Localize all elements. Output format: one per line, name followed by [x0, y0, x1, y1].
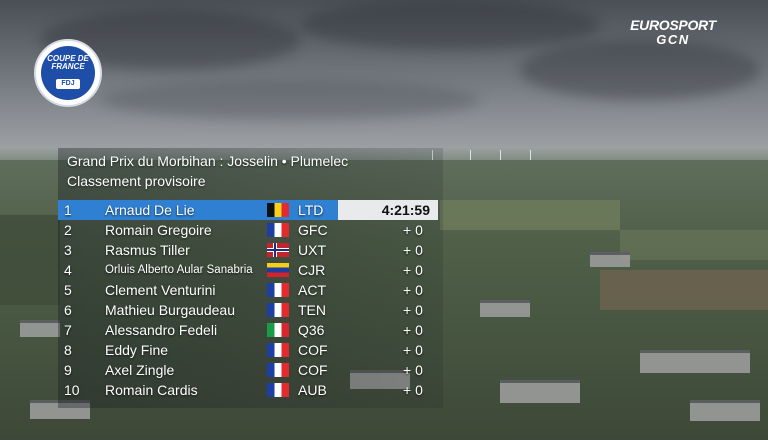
time-gap: + 0 [403, 342, 423, 358]
italy-flag-icon [267, 323, 289, 337]
time-gap: + 0 [403, 322, 423, 338]
team-code: CJR [298, 262, 326, 278]
france-flag-icon [267, 303, 289, 317]
standings-row: 3 Rasmus Tiller UXT + 0 [58, 240, 438, 260]
rank: 9 [64, 362, 72, 378]
brand-line2: GCN [656, 32, 690, 47]
cloud [520, 40, 760, 100]
race-title: Grand Prix du Morbihan : Josselin • Plum… [67, 153, 349, 169]
brand-line1: EUROSPORT [630, 17, 716, 33]
france-flag-icon [267, 343, 289, 357]
time-gap: + 0 [403, 382, 423, 398]
coupe-de-france-logo: COUPE DE FRANCE FDJ [34, 39, 102, 107]
time-gap: + 0 [403, 242, 423, 258]
building [20, 320, 60, 337]
team-code: Q36 [298, 322, 325, 338]
standings-row: 10 Romain Cardis AUB + 0 [58, 380, 438, 400]
rider-name: Orluis Alberto Aular Sanabria [105, 264, 253, 276]
team-code: GFC [298, 222, 328, 238]
leader-highlight [58, 200, 338, 220]
wind-turbine [432, 150, 433, 162]
standings-row: 8 Eddy Fine COF + 0 [58, 340, 438, 360]
norway-flag-icon [267, 243, 289, 257]
field [0, 215, 60, 305]
standings-row: 7 Alessandro Fedeli Q36 + 0 [58, 320, 438, 340]
field [440, 200, 620, 230]
rank: 4 [64, 262, 72, 278]
field [600, 270, 768, 310]
building [350, 370, 410, 389]
cloud [100, 80, 480, 120]
building [30, 400, 90, 419]
team-code: COF [298, 362, 328, 378]
rider-name: Arnaud De Lie [105, 202, 195, 218]
standings-row: 6 Mathieu Burgaudeau TEN + 0 [58, 300, 438, 320]
building [690, 400, 760, 421]
france-flag-icon [267, 363, 289, 377]
belgium-flag-icon [267, 203, 289, 217]
wind-turbine [530, 150, 531, 162]
standings-overlay [58, 148, 443, 408]
rider-name: Mathieu Burgaudeau [105, 302, 235, 318]
time-gap: + 0 [403, 222, 423, 238]
building [500, 380, 580, 403]
logo-sub-text: FDJ [56, 79, 80, 89]
team-code: LTD [298, 202, 324, 218]
team-code: ACT [298, 282, 326, 298]
sky [0, 0, 768, 160]
standings-row: 2 Romain Gregoire GFC + 0 [58, 220, 438, 240]
france-flag-icon [267, 383, 289, 397]
rank: 10 [64, 382, 80, 398]
standings-row: 5 Clement Venturini ACT + 0 [58, 280, 438, 300]
rider-name: Romain Gregoire [105, 222, 212, 238]
france-flag-icon [267, 223, 289, 237]
rank: 8 [64, 342, 72, 358]
building [590, 252, 630, 267]
rider-name: Rasmus Tiller [105, 242, 190, 258]
rank: 5 [64, 282, 72, 298]
rider-name: Alessandro Fedeli [105, 322, 218, 338]
team-code: COF [298, 342, 328, 358]
time-gap: + 0 [403, 262, 423, 278]
standings-row: 4:21:59 1 Arnaud De Lie LTD [58, 200, 438, 220]
standings-subtitle: Classement provisoire [67, 173, 206, 189]
building [640, 350, 750, 373]
rank: 1 [64, 202, 72, 218]
rank: 6 [64, 302, 72, 318]
rider-name: Axel Zingle [105, 362, 175, 378]
cloud [300, 0, 600, 50]
standings-row: 9 Axel Zingle COF + 0 [58, 360, 438, 380]
rank: 3 [64, 242, 72, 258]
wind-turbine [470, 150, 471, 162]
rider-name: Romain Cardis [105, 382, 198, 398]
rank: 2 [64, 222, 72, 238]
venezuela-flag-icon [267, 263, 289, 277]
logo-text: COUPE DE FRANCE [47, 54, 89, 71]
time-gap: + 0 [403, 282, 423, 298]
field [620, 230, 768, 260]
rider-name: Clement Venturini [105, 282, 216, 298]
rider-name: Eddy Fine [105, 342, 169, 358]
building [480, 300, 530, 317]
standings-row: 4 Orluis Alberto Aular Sanabria CJR + 0 [58, 260, 438, 280]
team-code: UXT [298, 242, 326, 258]
team-code: TEN [298, 302, 326, 318]
wind-turbine [500, 150, 501, 162]
team-code: AUB [298, 382, 327, 398]
rank: 7 [64, 322, 72, 338]
france-flag-icon [267, 283, 289, 297]
time-gap: + 0 [403, 362, 423, 378]
horizon [0, 148, 768, 162]
finish-time: 4:21:59 [338, 200, 438, 220]
time-gap: + 0 [403, 302, 423, 318]
eurosport-gcn-logo: EUROSPORT GCN [622, 17, 724, 47]
